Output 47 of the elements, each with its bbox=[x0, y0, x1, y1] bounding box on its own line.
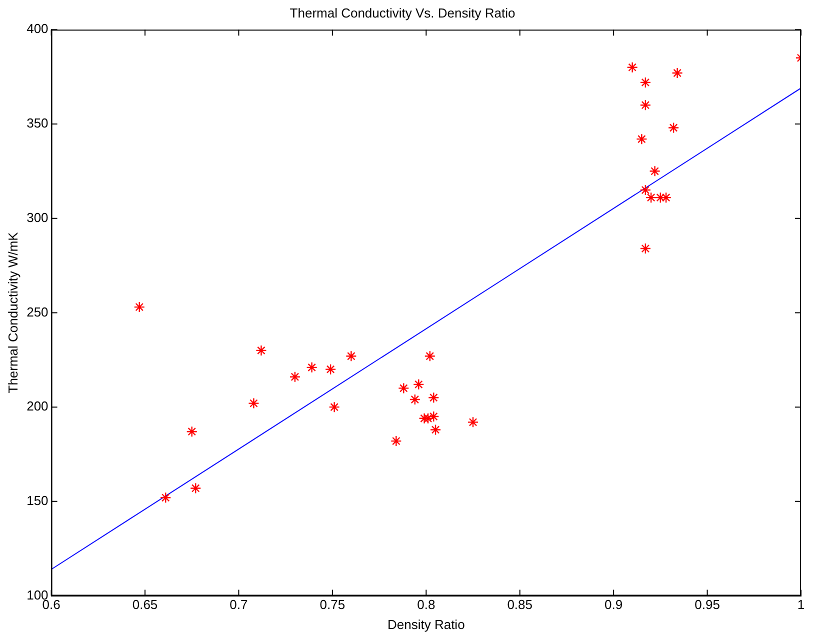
x-tick-label: 0.9 bbox=[604, 597, 623, 612]
point bbox=[430, 424, 442, 436]
point bbox=[186, 426, 198, 438]
y-tick-label: 350 bbox=[26, 116, 48, 131]
y-axis-title: Thermal Conductivity W/mK bbox=[5, 232, 20, 394]
point bbox=[413, 378, 424, 390]
point bbox=[324, 364, 336, 375]
point bbox=[424, 350, 436, 362]
point bbox=[428, 392, 440, 404]
x-tick-label: 0.7 bbox=[230, 597, 248, 612]
point bbox=[409, 394, 420, 406]
point bbox=[640, 76, 652, 88]
y-tick-label: 150 bbox=[26, 493, 48, 508]
point bbox=[248, 398, 260, 409]
point bbox=[256, 344, 267, 356]
point bbox=[649, 166, 660, 177]
chart-title: Thermal Conductivity Vs. Density Ratio bbox=[290, 5, 516, 20]
x-tick-label: 0.85 bbox=[507, 597, 533, 612]
y-tick-label: 250 bbox=[26, 304, 48, 320]
point bbox=[640, 184, 652, 196]
point bbox=[289, 371, 301, 382]
y-tick-label: 200 bbox=[26, 398, 48, 414]
point bbox=[160, 492, 172, 504]
point bbox=[190, 482, 202, 494]
point bbox=[640, 99, 652, 111]
x-axis-title: Density Ratio bbox=[387, 616, 465, 632]
point bbox=[640, 242, 652, 254]
x-tick-label: 0.75 bbox=[320, 597, 346, 612]
x-tick-label: 0.8 bbox=[417, 597, 436, 612]
point bbox=[636, 133, 648, 145]
x-tick-label: 0.65 bbox=[132, 597, 158, 612]
x-tick-label: 1 bbox=[797, 597, 805, 612]
point bbox=[306, 362, 318, 374]
x-tick-label: 0.95 bbox=[694, 597, 720, 612]
point bbox=[134, 301, 145, 313]
y-tick-label: 400 bbox=[26, 21, 48, 36]
point bbox=[672, 67, 683, 79]
point bbox=[626, 62, 638, 73]
y-tick-label: 300 bbox=[26, 210, 48, 225]
point bbox=[328, 401, 340, 413]
point bbox=[428, 410, 440, 422]
point bbox=[346, 350, 357, 362]
point bbox=[645, 192, 657, 204]
point bbox=[398, 382, 410, 394]
point bbox=[668, 122, 680, 134]
point bbox=[390, 435, 402, 447]
point bbox=[467, 416, 479, 428]
